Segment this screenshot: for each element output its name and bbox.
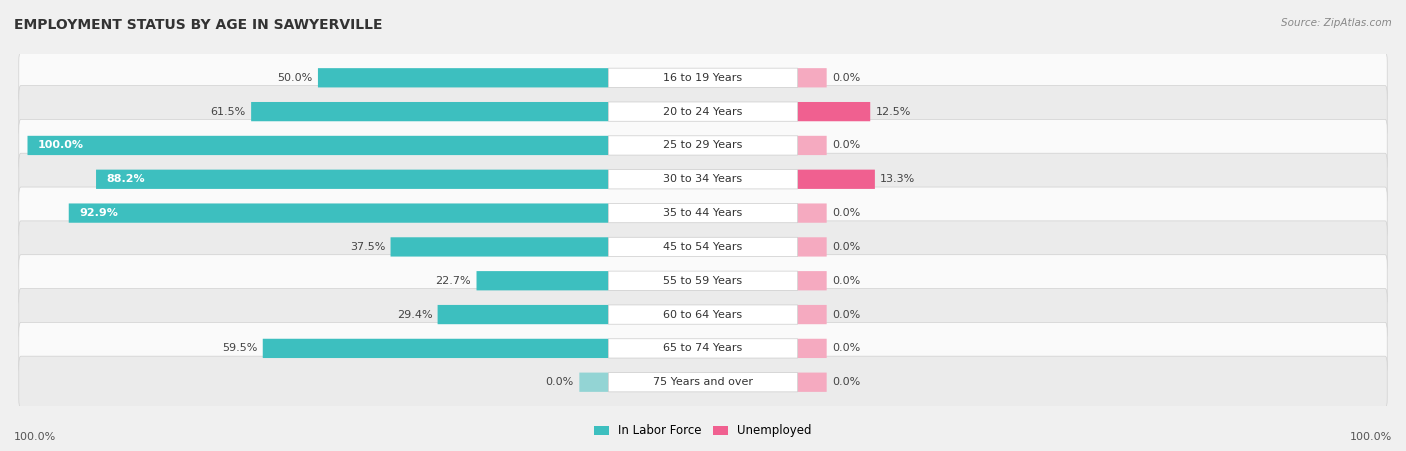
FancyBboxPatch shape [609,339,797,358]
Text: 61.5%: 61.5% [211,106,246,117]
FancyBboxPatch shape [18,86,1388,138]
FancyBboxPatch shape [477,271,609,290]
FancyBboxPatch shape [18,187,1388,239]
Text: 100.0%: 100.0% [1350,432,1392,442]
FancyBboxPatch shape [797,271,827,290]
Text: 0.0%: 0.0% [832,377,860,387]
FancyBboxPatch shape [609,237,797,257]
Text: 100.0%: 100.0% [14,432,56,442]
Text: 35 to 44 Years: 35 to 44 Years [664,208,742,218]
Text: 0.0%: 0.0% [546,377,574,387]
FancyBboxPatch shape [252,102,609,121]
FancyBboxPatch shape [18,221,1388,273]
FancyBboxPatch shape [797,102,870,121]
Legend: In Labor Force, Unemployed: In Labor Force, Unemployed [589,420,817,442]
FancyBboxPatch shape [797,237,827,257]
Text: 59.5%: 59.5% [222,343,257,354]
FancyBboxPatch shape [28,136,609,155]
Text: 0.0%: 0.0% [832,73,860,83]
FancyBboxPatch shape [609,373,797,392]
Text: 65 to 74 Years: 65 to 74 Years [664,343,742,354]
FancyBboxPatch shape [609,170,797,189]
FancyBboxPatch shape [391,237,609,257]
Text: 37.5%: 37.5% [350,242,385,252]
FancyBboxPatch shape [609,102,797,121]
FancyBboxPatch shape [609,271,797,290]
Text: 50.0%: 50.0% [277,73,312,83]
Text: 22.7%: 22.7% [436,276,471,286]
FancyBboxPatch shape [318,68,609,87]
Text: 55 to 59 Years: 55 to 59 Years [664,276,742,286]
Text: 13.3%: 13.3% [880,174,915,184]
FancyBboxPatch shape [797,305,827,324]
Text: 0.0%: 0.0% [832,309,860,320]
FancyBboxPatch shape [18,356,1388,408]
FancyBboxPatch shape [18,153,1388,205]
Text: Source: ZipAtlas.com: Source: ZipAtlas.com [1281,18,1392,28]
Text: 30 to 34 Years: 30 to 34 Years [664,174,742,184]
Text: 12.5%: 12.5% [876,106,911,117]
FancyBboxPatch shape [69,203,609,223]
FancyBboxPatch shape [18,52,1388,104]
FancyBboxPatch shape [797,170,875,189]
Text: 45 to 54 Years: 45 to 54 Years [664,242,742,252]
Text: 92.9%: 92.9% [79,208,118,218]
Text: 25 to 29 Years: 25 to 29 Years [664,140,742,151]
Text: 0.0%: 0.0% [832,343,860,354]
Text: 75 Years and over: 75 Years and over [652,377,754,387]
FancyBboxPatch shape [18,289,1388,341]
Text: 60 to 64 Years: 60 to 64 Years [664,309,742,320]
Text: EMPLOYMENT STATUS BY AGE IN SAWYERVILLE: EMPLOYMENT STATUS BY AGE IN SAWYERVILLE [14,18,382,32]
Text: 16 to 19 Years: 16 to 19 Years [664,73,742,83]
FancyBboxPatch shape [797,373,827,392]
FancyBboxPatch shape [797,136,827,155]
FancyBboxPatch shape [609,136,797,155]
FancyBboxPatch shape [609,68,797,87]
FancyBboxPatch shape [797,68,827,87]
FancyBboxPatch shape [437,305,609,324]
Text: 0.0%: 0.0% [832,242,860,252]
FancyBboxPatch shape [797,203,827,223]
FancyBboxPatch shape [96,170,609,189]
Text: 20 to 24 Years: 20 to 24 Years [664,106,742,117]
Text: 0.0%: 0.0% [832,208,860,218]
FancyBboxPatch shape [263,339,609,358]
Text: 88.2%: 88.2% [107,174,145,184]
Text: 100.0%: 100.0% [38,140,84,151]
Text: 0.0%: 0.0% [832,276,860,286]
FancyBboxPatch shape [797,339,827,358]
FancyBboxPatch shape [579,373,609,392]
FancyBboxPatch shape [18,322,1388,374]
FancyBboxPatch shape [18,255,1388,307]
Text: 29.4%: 29.4% [396,309,432,320]
FancyBboxPatch shape [609,203,797,223]
FancyBboxPatch shape [609,305,797,324]
Text: 0.0%: 0.0% [832,140,860,151]
FancyBboxPatch shape [18,120,1388,171]
